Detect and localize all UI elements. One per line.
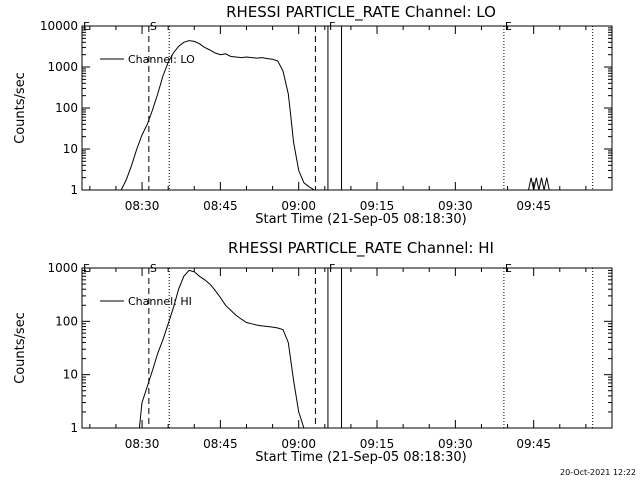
y-tick-label: 1000 — [47, 60, 78, 74]
y-tick-label: 1 — [70, 421, 78, 435]
x-tick-label: 09:45 — [516, 199, 551, 213]
timestamp: 20-Oct-2021 12:22 — [560, 468, 636, 477]
x-axis-label: Start Time (21-Sep-05 08:18:30) — [255, 450, 466, 465]
y-tick-label: 100 — [55, 101, 78, 115]
y-tick-label: 1000 — [47, 261, 78, 275]
chart-title: RHESSI PARTICLE_RATE Channel: LO — [226, 3, 496, 22]
y-tick-label: 10000 — [40, 19, 78, 33]
legend-label: Channel: LO — [128, 53, 195, 66]
series-line — [528, 177, 550, 191]
y-tick-label: 100 — [55, 314, 78, 328]
y-tick-label: 10 — [63, 368, 78, 382]
legend-label: Channel: HI — [128, 295, 192, 308]
event-marker-label: E — [83, 262, 90, 275]
event-marker-label: E — [505, 20, 512, 33]
event-marker-label: E — [83, 20, 90, 33]
series-line — [138, 269, 305, 429]
x-tick-label: 09:30 — [438, 437, 473, 451]
y-axis-label: Counts/sec — [13, 312, 28, 384]
event-marker-label: S — [150, 262, 157, 275]
series-line — [120, 40, 315, 191]
y-tick-label: 1 — [70, 183, 78, 197]
x-tick-label: 09:15 — [360, 437, 395, 451]
x-tick-label: 09:00 — [281, 199, 316, 213]
x-tick-label: 08:30 — [125, 199, 160, 213]
x-tick-label: 09:45 — [516, 437, 551, 451]
x-axis-label: Start Time (21-Sep-05 08:18:30) — [255, 212, 466, 227]
panel-hi: RHESSI PARTICLE_RATE Channel: HI 1 10 100 10… — [13, 239, 613, 465]
event-marker-label: S — [150, 20, 157, 33]
panel-lo: RHESSI PARTICLE_RATE Channel: LO 1 10 100 10… — [13, 3, 613, 227]
y-axis-label: Counts/sec — [13, 72, 28, 144]
x-tick-label: 09:15 — [360, 199, 395, 213]
x-tick-label: 09:00 — [281, 437, 316, 451]
x-tick-label: 09:30 — [438, 199, 473, 213]
event-marker-label: F — [329, 262, 335, 275]
event-marker-label: F — [329, 20, 335, 33]
chart-title: RHESSI PARTICLE_RATE Channel: HI — [228, 239, 494, 258]
plot-frame — [81, 25, 613, 191]
x-tick-label: 08:30 — [125, 437, 160, 451]
event-marker-label: E — [505, 262, 512, 275]
plot-frame — [81, 267, 613, 429]
x-tick-label: 08:45 — [203, 437, 238, 451]
x-tick-label: 08:45 — [203, 199, 238, 213]
y-tick-label: 10 — [63, 142, 78, 156]
